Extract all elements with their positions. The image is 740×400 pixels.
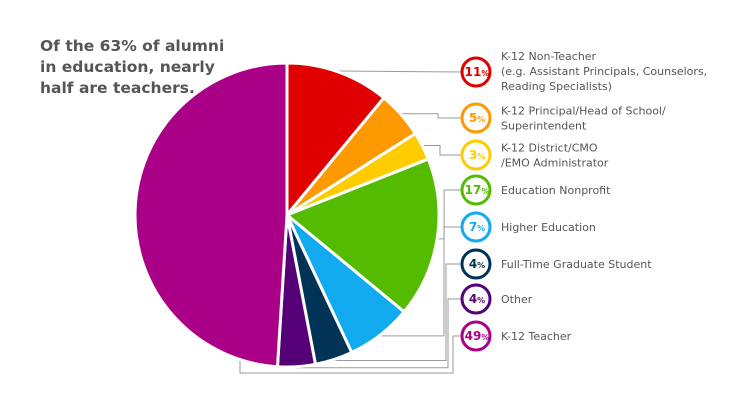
badge-k-12-teacher: 49% (460, 320, 492, 352)
leader-line-k-12-district-cmo-emo-administrator (423, 145, 462, 156)
chart-headline: Of the 63% of alumni in education, nearl… (40, 37, 225, 97)
badge-value: 4% (469, 292, 485, 306)
slice-k-12-non-teacher (285, 61, 386, 217)
badge-circle (460, 139, 492, 171)
badge-circle (460, 102, 492, 134)
badge-value: 17% (465, 183, 490, 197)
badge-other: 4% (460, 283, 492, 315)
badge-value: 3% (469, 148, 485, 162)
leader-line-education-nonprofit (438, 189, 462, 240)
badge-k-12-principal-head-of-school-superintendent: 5% (460, 102, 492, 134)
slice-education-nonprofit (285, 157, 441, 314)
badge-value: 7% (469, 220, 485, 234)
legend-label-k-12-teacher: K-12 Teacher (501, 330, 572, 343)
leader-line-k-12-non-teacher (338, 70, 463, 73)
pie-slices (133, 61, 441, 369)
legend-label-k-12-non-teacher: K-12 Non-Teacher (e.g. Assistant Principa… (501, 50, 707, 93)
legend-label-other: Other (501, 293, 533, 306)
badge-value: 11% (465, 65, 490, 79)
badge-circle (460, 211, 492, 243)
slice-k-12-teacher (133, 61, 289, 369)
badge-education-nonprofit: 17% (460, 174, 492, 206)
badge-circle (460, 320, 492, 352)
leader-line-k-12-principal-head-of-school-superintendent (401, 113, 462, 119)
badge-circle (460, 56, 492, 88)
badge-circle (460, 174, 492, 206)
badge-value: 4% (469, 257, 485, 271)
badge-value: 49% (465, 329, 490, 343)
legend-label-k-12-principal-head-of-school-superintendent: K-12 Principal/Head of School/Superinten… (501, 105, 666, 133)
badge-k-12-district-cmo-emo-administrator: 3% (460, 139, 492, 171)
badge-higher-education: 7% (460, 211, 492, 243)
badge-circle (460, 248, 492, 280)
legend-label-higher-education: Higher Education (501, 221, 596, 234)
badge-full-time-graduate-student: 4% (460, 248, 492, 280)
leader-line-other (296, 298, 462, 369)
leader-line-full-time-graduate-student (334, 263, 462, 361)
leader-line-higher-education (380, 226, 462, 337)
legend: 11% K-12 Non-Teacher (e.g. Assistant Princ… (460, 50, 707, 352)
legend-label-full-time-graduate-student: Full-Time Graduate Student (501, 258, 652, 271)
legend-label-k-12-district-cmo-emo-administrator: K-12 District/CMO/EMO Administrator (501, 142, 609, 170)
legend-label-education-nonprofit: Education Nonprofit (501, 184, 611, 197)
badge-k-12-non-teacher: 11% (460, 56, 492, 88)
badge-value: 5% (469, 111, 485, 125)
badge-circle (460, 283, 492, 315)
